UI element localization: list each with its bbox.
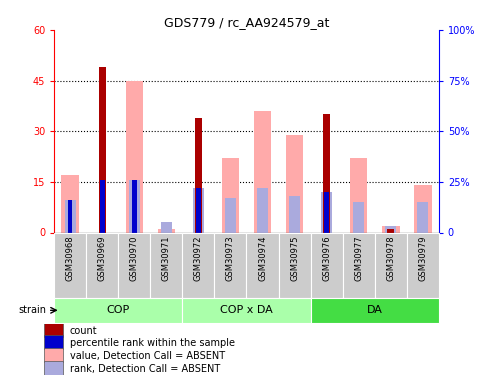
Bar	[407, 232, 439, 298]
Bar	[182, 232, 214, 298]
Bar	[193, 188, 204, 232]
Bar	[254, 111, 271, 232]
Bar	[324, 192, 329, 232]
Bar	[382, 226, 399, 232]
Text: strain: strain	[18, 305, 46, 315]
Bar	[375, 232, 407, 298]
Bar	[311, 232, 343, 298]
Bar	[132, 180, 137, 232]
Text: COP: COP	[106, 305, 130, 315]
Text: GSM30969: GSM30969	[98, 236, 107, 281]
Bar	[321, 192, 332, 232]
Bar	[182, 298, 311, 322]
Title: GDS779 / rc_AA924579_at: GDS779 / rc_AA924579_at	[164, 16, 329, 29]
Bar	[62, 175, 79, 232]
Bar	[44, 361, 63, 375]
Text: GSM30971: GSM30971	[162, 236, 171, 281]
Bar	[385, 226, 396, 232]
Bar	[196, 188, 201, 232]
Text: DA: DA	[367, 305, 383, 315]
Text: GSM30977: GSM30977	[354, 236, 363, 281]
Text: GSM30970: GSM30970	[130, 236, 139, 281]
Bar	[417, 202, 428, 232]
Bar	[158, 229, 175, 232]
Text: percentile rank within the sample: percentile rank within the sample	[70, 338, 235, 348]
Text: GSM30974: GSM30974	[258, 236, 267, 281]
Bar	[65, 200, 76, 232]
Bar	[257, 188, 268, 232]
Text: count: count	[70, 326, 98, 336]
Text: GSM30968: GSM30968	[66, 236, 75, 281]
Bar	[246, 232, 279, 298]
Bar	[99, 67, 106, 232]
Bar	[68, 200, 72, 232]
Text: GSM30978: GSM30978	[386, 236, 395, 281]
Bar	[289, 196, 300, 232]
Bar	[86, 232, 118, 298]
Text: rank, Detection Call = ABSENT: rank, Detection Call = ABSENT	[70, 364, 220, 374]
Text: value, Detection Call = ABSENT: value, Detection Call = ABSENT	[70, 351, 225, 361]
Bar	[54, 232, 86, 298]
Bar	[44, 335, 63, 350]
Bar	[100, 180, 105, 232]
Bar	[286, 135, 303, 232]
Text: GSM30972: GSM30972	[194, 236, 203, 281]
Bar	[225, 198, 236, 232]
Bar	[54, 298, 182, 322]
Bar	[126, 81, 143, 232]
Text: GSM30973: GSM30973	[226, 236, 235, 281]
Bar	[311, 298, 439, 322]
Bar	[222, 158, 239, 232]
Text: GSM30975: GSM30975	[290, 236, 299, 281]
Text: GSM30979: GSM30979	[418, 236, 427, 281]
Bar	[387, 229, 394, 232]
Bar	[353, 202, 364, 232]
Bar	[350, 158, 367, 232]
Bar	[323, 114, 330, 232]
Bar	[195, 118, 202, 232]
Bar	[161, 222, 172, 232]
Bar	[214, 232, 246, 298]
Bar	[150, 232, 182, 298]
Bar	[414, 185, 431, 232]
Bar	[279, 232, 311, 298]
Bar	[44, 322, 63, 337]
Text: COP x DA: COP x DA	[220, 305, 273, 315]
Bar	[44, 348, 63, 362]
Bar	[129, 180, 140, 232]
Bar	[343, 232, 375, 298]
Bar	[118, 232, 150, 298]
Text: GSM30976: GSM30976	[322, 236, 331, 281]
